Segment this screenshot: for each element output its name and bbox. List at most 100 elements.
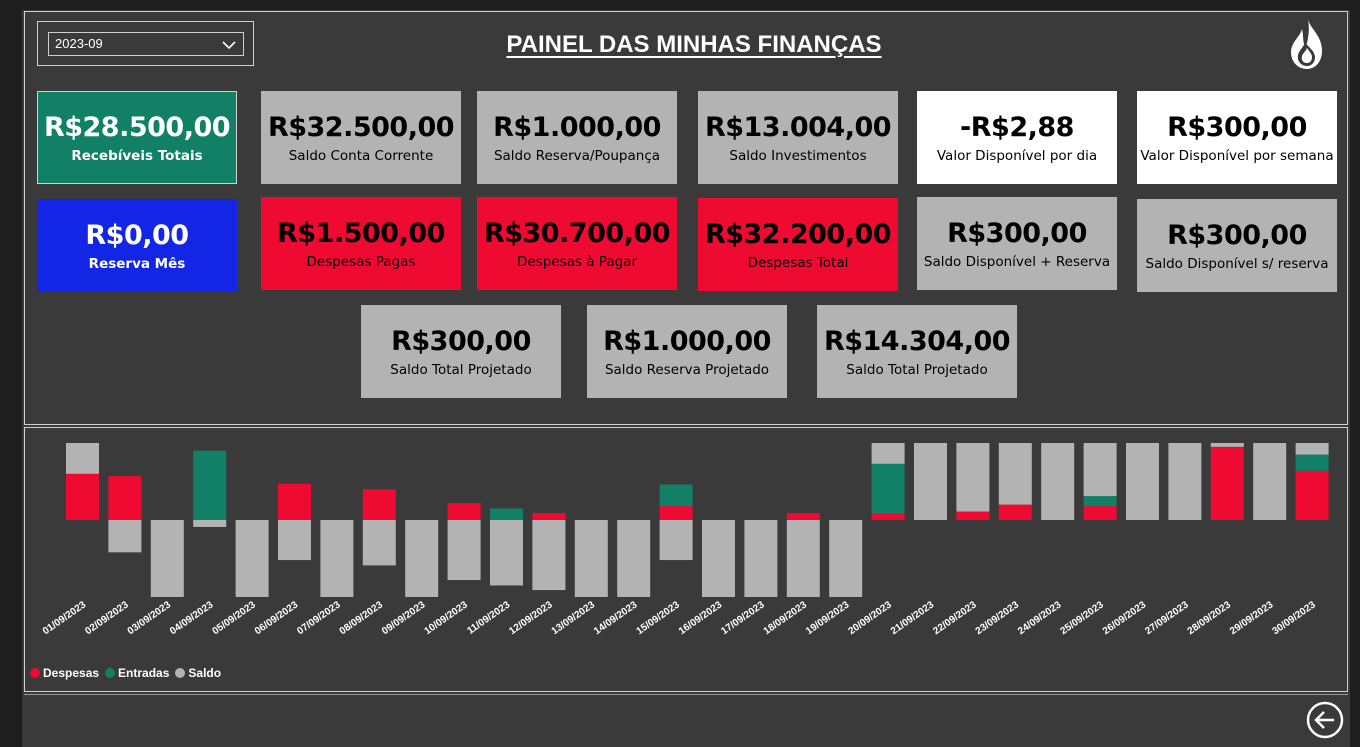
legend-dot-despesas (30, 668, 40, 678)
bottom-strip (24, 694, 1348, 747)
bar-entradas[interactable] (659, 484, 693, 507)
bar-saldo[interactable] (1041, 443, 1075, 520)
bar-saldo[interactable] (150, 520, 184, 597)
card-saldo-disponivel-sem-reserva: R$300,00 Saldo Disponível s/ reserva (1137, 199, 1337, 292)
bar-saldo[interactable] (362, 520, 396, 566)
bar-saldo[interactable] (956, 443, 990, 512)
card-saldo-reserva-poupanca: R$1.000,00 Saldo Reserva/Poupança (477, 91, 677, 184)
x-tick-label: 04/09/2023 (168, 599, 216, 637)
bar-saldo[interactable] (1083, 443, 1117, 497)
bar-despesas[interactable] (1210, 446, 1244, 520)
card-label: Saldo Investimentos (729, 147, 867, 164)
x-tick-label: 21/09/2023 (889, 599, 937, 637)
bar-saldo[interactable] (1295, 443, 1329, 455)
x-tick-label: 28/09/2023 (1186, 599, 1234, 637)
bar-saldo[interactable] (1168, 443, 1202, 520)
x-tick-label: 05/09/2023 (211, 599, 259, 637)
x-tick-label: 01/09/2023 (41, 599, 89, 637)
x-tick-label: 13/09/2023 (550, 599, 598, 637)
period-value: 2023-09 (55, 36, 103, 51)
x-tick-label: 24/09/2023 (1016, 599, 1064, 637)
bar-saldo[interactable] (659, 520, 693, 561)
bar-entradas[interactable] (193, 450, 227, 520)
card-label: Reserva Mês (88, 255, 186, 272)
bar-entradas[interactable] (871, 463, 905, 514)
bar-saldo[interactable] (108, 520, 142, 553)
card-value: R$0,00 (85, 219, 189, 251)
chevron-down-icon[interactable] (221, 37, 237, 53)
period-filter[interactable]: 2023-09 (37, 21, 254, 66)
bar-despesas[interactable] (786, 513, 820, 520)
bar-saldo[interactable] (278, 520, 311, 561)
x-tick-label: 15/09/2023 (635, 599, 683, 637)
bar-saldo[interactable] (786, 520, 820, 597)
bar-despesas[interactable] (447, 503, 481, 520)
bar-despesas[interactable] (956, 511, 990, 520)
bar-entradas[interactable] (1083, 496, 1117, 507)
bar-despesas[interactable] (108, 476, 142, 520)
x-tick-label: 14/09/2023 (592, 599, 640, 637)
x-tick-label: 07/09/2023 (295, 599, 343, 637)
bar-saldo[interactable] (914, 443, 947, 520)
bar-despesas[interactable] (1083, 506, 1117, 520)
bar-saldo[interactable] (447, 520, 481, 581)
x-tick-label: 08/09/2023 (338, 599, 386, 637)
period-select[interactable]: 2023-09 (48, 32, 244, 56)
bar-despesas[interactable] (532, 513, 566, 520)
card-label: Despesas Total (747, 254, 849, 271)
bar-despesas[interactable] (278, 483, 311, 520)
x-tick-label: 23/09/2023 (974, 599, 1022, 637)
bar-saldo[interactable] (532, 520, 566, 591)
card-label: Saldo Disponível s/ reserva (1145, 255, 1329, 272)
bar-saldo[interactable] (490, 520, 523, 586)
card-recebiveis-totais: R$28.500,00 Recebíveis Totais (37, 91, 237, 184)
bar-saldo[interactable] (320, 520, 354, 597)
card-label: Valor Disponível por dia (936, 147, 1098, 164)
bar-saldo[interactable] (235, 520, 269, 597)
bar-saldo[interactable] (617, 520, 651, 597)
card-value: R$1.500,00 (277, 217, 445, 249)
bar-saldo[interactable] (193, 520, 227, 527)
page-title: PAINEL DAS MINHAS FINANÇAS (506, 31, 882, 58)
bar-saldo[interactable] (405, 520, 439, 597)
bar-saldo[interactable] (66, 443, 99, 474)
card-saldo-total-projetado: R$300,00 Saldo Total Projetado (361, 305, 561, 398)
bar-saldo[interactable] (829, 520, 863, 597)
bar-entradas[interactable] (490, 508, 523, 520)
card-label: Saldo Reserva/Poupança (493, 147, 661, 164)
x-tick-label: 17/09/2023 (719, 599, 767, 637)
bar-saldo[interactable] (1126, 443, 1159, 520)
card-label: Saldo Conta Corrente (288, 147, 434, 164)
legend-item-entradas[interactable]: Entradas (105, 666, 169, 680)
bar-despesas[interactable] (66, 473, 99, 520)
card-despesas-pagas: R$1.500,00 Despesas Pagas (261, 197, 461, 290)
card-value: R$32.500,00 (267, 111, 455, 143)
bar-saldo[interactable] (998, 443, 1032, 505)
card-despesas-total: R$32.200,00 Despesas Total (698, 198, 898, 291)
bar-despesas[interactable] (659, 506, 693, 520)
bar-despesas[interactable] (871, 513, 905, 520)
legend-item-saldo[interactable]: Saldo (175, 666, 221, 680)
x-tick-label: 11/09/2023 (465, 599, 512, 637)
legend-dot-entradas (105, 668, 116, 678)
bar-saldo[interactable] (1210, 443, 1244, 447)
bar-saldo[interactable] (574, 520, 608, 597)
card-value: R$13.004,00 (704, 111, 892, 143)
bar-saldo[interactable] (744, 520, 778, 597)
bar-despesas[interactable] (998, 504, 1032, 520)
x-tick-label: 16/09/2023 (677, 599, 725, 637)
bar-entradas[interactable] (1295, 454, 1329, 471)
bar-despesas[interactable] (1295, 470, 1329, 520)
card-value: R$300,00 (1167, 111, 1307, 143)
bar-saldo[interactable] (871, 443, 905, 464)
bar-saldo[interactable] (1253, 443, 1287, 520)
bar-saldo[interactable] (702, 520, 735, 597)
card-valor-disponivel-semana: R$300,00 Valor Disponível por semana (1137, 91, 1337, 184)
card-reserva-mes: R$0,00 Reserva Mês (37, 199, 237, 292)
card-value: R$14.304,00 (823, 325, 1011, 357)
arrow-left-circle-icon[interactable] (1305, 700, 1345, 740)
x-tick-label: 10/09/2023 (423, 599, 471, 637)
legend-item-despesas[interactable]: Despesas (30, 666, 99, 680)
bar-despesas[interactable] (362, 489, 396, 520)
card-label: Despesas à Pagar (516, 253, 637, 270)
